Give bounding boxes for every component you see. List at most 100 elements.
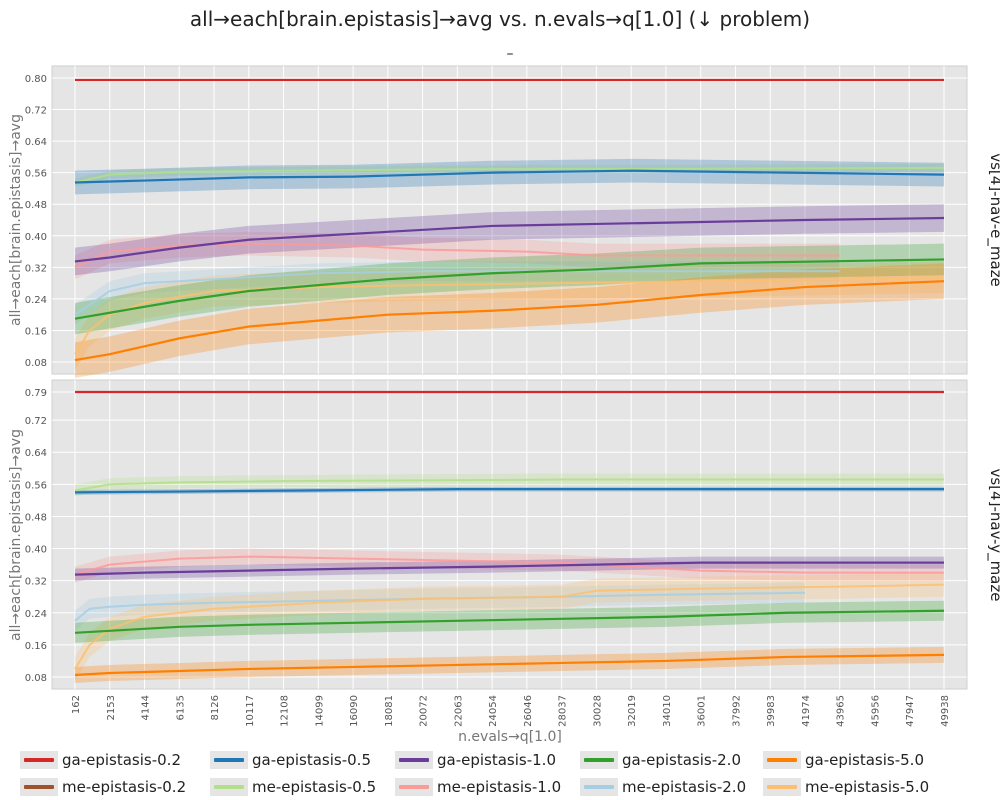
y-tick-label: 0.08 bbox=[25, 673, 47, 684]
y-tick-label: 0.24 bbox=[25, 295, 47, 306]
legend-swatch bbox=[210, 778, 248, 796]
legend-item-ga-epistasis-0.5: ga-epistasis-0.5 bbox=[210, 748, 371, 772]
legend: ga-epistasis-0.2 ga-epistasis-0.5 ga-epist… bbox=[20, 748, 980, 800]
legend-label: ga-epistasis-2.0 bbox=[622, 751, 741, 769]
confidence-band-ga-epistasis-2.0 bbox=[75, 600, 944, 643]
panel-bottom-facet-label: vs[4]-nav-y_maze bbox=[986, 469, 1000, 602]
legend-label: ga-epistasis-0.2 bbox=[62, 751, 181, 769]
y-tick-label: 0.48 bbox=[25, 200, 47, 211]
x-tick-label: 39983 bbox=[766, 695, 777, 727]
y-tick-label: 0.24 bbox=[25, 609, 47, 620]
x-tick-label: 20072 bbox=[419, 695, 430, 727]
panel-top: 0.08 0.16 0.24 0.32 0.40 0.48 0.56 0.64 0.72 0.80… bbox=[8, 65, 1000, 378]
series-line-ga-epistasis-0.5 bbox=[74, 488, 944, 494]
series-line-ga-epistasis-2.0 bbox=[74, 609, 945, 634]
legend-item-ga-epistasis-0.2: ga-epistasis-0.2 bbox=[20, 748, 181, 772]
x-tick-label: 8126 bbox=[210, 695, 221, 720]
legend-swatch bbox=[395, 751, 433, 769]
x-tick-label: 30028 bbox=[592, 695, 603, 727]
legend-item-ga-epistasis-1.0: ga-epistasis-1.0 bbox=[395, 748, 556, 772]
x-tick-label: 36001 bbox=[697, 695, 708, 727]
x-tick-label: 45956 bbox=[870, 695, 881, 727]
legend-swatch bbox=[763, 751, 801, 769]
y-tick-label: 0.64 bbox=[25, 448, 47, 459]
x-tick-label: 41974 bbox=[801, 695, 812, 727]
panel-bottom-xticks: 162 2153 4144 6135 8126 10117 12108 14099 16090 1… bbox=[71, 695, 951, 727]
legend-swatch bbox=[20, 778, 58, 796]
panel-bottom-yticks: 0.08 0.16 0.24 0.32 0.40 0.48 0.56 0.64 0.72 0.79 bbox=[25, 388, 47, 684]
x-tick-label: 49938 bbox=[940, 695, 951, 727]
x-tick-label: 22063 bbox=[453, 695, 464, 727]
x-tick-label: 24054 bbox=[488, 695, 499, 727]
legend-label: me-epistasis-5.0 bbox=[805, 778, 930, 796]
series-line-ga-epistasis-0.5 bbox=[74, 169, 945, 184]
series-line-me-epistasis-0.5 bbox=[74, 478, 944, 492]
y-tick-label: 0.64 bbox=[25, 137, 47, 148]
series-line-me-epistasis-2.0 bbox=[74, 270, 840, 316]
panel-bottom-bands bbox=[75, 391, 944, 684]
series-line-me-epistasis-1.0 bbox=[74, 242, 840, 269]
x-tick-label: 47947 bbox=[905, 695, 916, 727]
legend-item-me-epistasis-0.5: me-epistasis-0.5 bbox=[210, 775, 376, 799]
y-tick-label: 0.32 bbox=[25, 263, 47, 274]
legend-item-ga-epistasis-2.0: ga-epistasis-2.0 bbox=[580, 748, 741, 772]
y-tick-label: 0.16 bbox=[25, 641, 47, 652]
x-tick-label: 4144 bbox=[141, 695, 152, 720]
series-line-ga-epistasis-2.0 bbox=[74, 258, 945, 320]
legend-swatch bbox=[763, 778, 801, 796]
x-tick-label: 2153 bbox=[106, 695, 117, 720]
panel-top-facet-label: vs[4]-nav-e_maze bbox=[986, 153, 1000, 287]
x-tick-label: 18081 bbox=[384, 695, 395, 727]
legend-swatch bbox=[395, 778, 433, 796]
legend-item-ga-epistasis-5.0: ga-epistasis-5.0 bbox=[763, 748, 924, 772]
y-tick-label: 0.08 bbox=[25, 358, 47, 369]
series-line-ga-epistasis-1.0 bbox=[74, 561, 944, 576]
series-line-me-epistasis-0.5 bbox=[74, 166, 945, 184]
x-tick-label: 16090 bbox=[349, 695, 360, 727]
x-tick-label: 6135 bbox=[175, 695, 186, 720]
legend-item-me-epistasis-2.0: me-epistasis-2.0 bbox=[580, 775, 746, 799]
y-tick-label: 0.80 bbox=[25, 74, 47, 85]
confidence-band-me-epistasis-5.0 bbox=[75, 572, 944, 681]
y-tick-label: 0.72 bbox=[25, 106, 47, 117]
legend-label: me-epistasis-1.0 bbox=[437, 778, 562, 796]
legend-swatch bbox=[20, 751, 58, 769]
legend-label: ga-epistasis-0.5 bbox=[252, 751, 371, 769]
legend-item-me-epistasis-1.0: me-epistasis-1.0 bbox=[395, 775, 561, 799]
y-tick-label: 0.56 bbox=[25, 169, 47, 180]
legend-label: me-epistasis-0.5 bbox=[252, 778, 377, 796]
x-tick-label: 26046 bbox=[523, 695, 534, 727]
legend-label: me-epistasis-2.0 bbox=[622, 778, 747, 796]
chart-canvas: all→each[brain.epistasis]→avg vs. n.eval… bbox=[8, 7, 1000, 745]
y-tick-label: 0.72 bbox=[25, 416, 47, 427]
x-tick-label: 10117 bbox=[245, 695, 256, 727]
x-tick-label: 28037 bbox=[558, 695, 569, 727]
x-axis-label: n.evals→q[1.0] bbox=[458, 729, 562, 745]
panel-bottom-ylabel: all→each[brain.epistasis]→avg bbox=[8, 429, 24, 641]
series-line-me-epistasis-5.0 bbox=[74, 276, 945, 355]
y-tick-label: 0.16 bbox=[25, 326, 47, 337]
legend-item-me-epistasis-0.2: me-epistasis-0.2 bbox=[20, 775, 186, 799]
confidence-band-ga-epistasis-2.0 bbox=[75, 243, 944, 335]
legend-item-me-epistasis-5.0: me-epistasis-5.0 bbox=[763, 775, 929, 799]
x-tick-label: 43965 bbox=[836, 695, 847, 727]
x-tick-label: 162 bbox=[71, 695, 82, 714]
series-line-ga-epistasis-5.0 bbox=[74, 280, 945, 362]
y-tick-label: 0.56 bbox=[25, 480, 47, 491]
panel-top-yticks: 0.08 0.16 0.24 0.32 0.40 0.48 0.56 0.64 0.72 0.80 bbox=[25, 74, 47, 369]
series-line-ga-epistasis-1.0 bbox=[74, 216, 945, 263]
legend-swatch bbox=[580, 751, 618, 769]
series-line-ga-epistasis-5.0 bbox=[74, 653, 945, 677]
x-tick-label: 14099 bbox=[314, 695, 325, 727]
panel-top-ylabel: all→each[brain.epistasis]→avg bbox=[8, 114, 24, 326]
y-tick-label: 0.48 bbox=[25, 512, 47, 523]
series-line-me-epistasis-1.0 bbox=[74, 555, 944, 576]
panel-bottom: 0.08 0.16 0.24 0.32 0.40 0.48 0.56 0.64 0.72 0.79… bbox=[8, 379, 1000, 727]
legend-swatch bbox=[210, 751, 248, 769]
chart-title: all→each[brain.epistasis]→avg vs. n.eval… bbox=[190, 7, 810, 31]
legend-label: ga-epistasis-1.0 bbox=[437, 751, 556, 769]
y-tick-label: 0.40 bbox=[25, 545, 47, 556]
x-tick-label: 37992 bbox=[731, 695, 742, 727]
series-line-me-epistasis-2.0 bbox=[74, 591, 805, 622]
panel-bottom-background bbox=[51, 379, 968, 690]
